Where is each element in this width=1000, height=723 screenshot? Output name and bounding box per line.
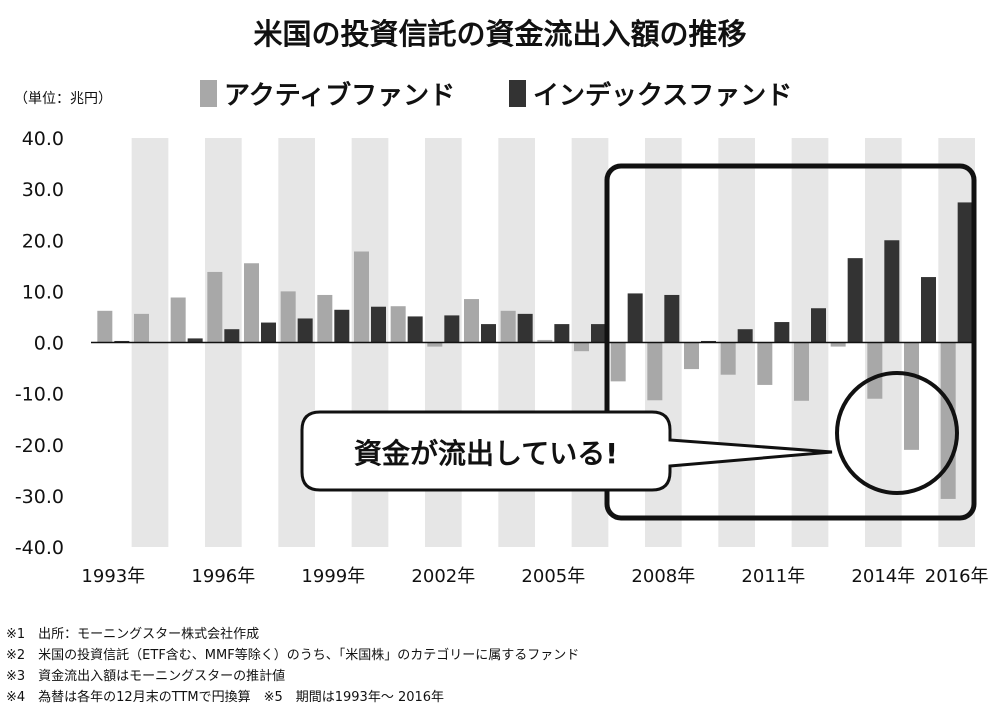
bar-index — [774, 322, 790, 343]
bar-active — [207, 271, 223, 343]
bar-index — [664, 294, 680, 343]
fund-flow-chart: 米国の投資信託の資金流出入額の推移 （単位：兆円） アクティブファンド インデッ… — [14, 17, 989, 587]
bar-index — [811, 308, 826, 343]
bar-active — [647, 342, 663, 401]
footnote: ※4 為替は各年の12月末のTTMで円換算 ※5 期間は1993年～ 2016年 — [6, 690, 445, 705]
bar-active — [537, 339, 553, 343]
bar-index — [334, 309, 350, 343]
bar-index — [627, 293, 643, 343]
y-tick-label: 10.0 — [22, 281, 64, 303]
bar-index — [371, 306, 386, 343]
x-tick-label: 1999年 — [301, 566, 365, 587]
y-tick-label: -30.0 — [15, 486, 64, 508]
outflow-circle — [835, 371, 959, 495]
bar-index — [114, 340, 130, 343]
footnote: ※2 米国の投資信託（ETF含む、MMF等除く）のうち、「米国株」のカテゴリーに… — [6, 648, 580, 663]
bar-index — [187, 338, 203, 343]
y-tick-label: 0.0 — [34, 333, 64, 355]
bar-index — [224, 329, 240, 343]
bar-index — [921, 277, 936, 343]
legend-label-index: インデックスファンド — [533, 80, 792, 111]
bar-index — [554, 324, 570, 343]
bar-active — [354, 251, 369, 343]
bar-index — [701, 340, 716, 343]
bar-active — [757, 342, 773, 385]
x-tick-label: 2014年 — [851, 566, 915, 587]
x-axis: 1993年 1996年 1999年 2002年 2005年 2008年 2011年 2014年… — [81, 566, 988, 587]
bar-index — [957, 202, 973, 343]
bar-active — [97, 310, 113, 343]
chart-title: 米国の投資信託の資金流出入額の推移 — [253, 17, 746, 51]
footnote: ※1 出所：モーニングスター株式会社作成 — [6, 627, 260, 642]
y-tick-label: -10.0 — [15, 384, 64, 406]
bar-index — [884, 240, 900, 343]
bar-active — [720, 342, 736, 375]
bar-active — [317, 294, 333, 343]
bar-index — [591, 324, 606, 343]
y-tick-label: -20.0 — [15, 435, 64, 457]
bar-active — [830, 342, 846, 347]
bar-active — [427, 342, 443, 347]
x-tick-label: 2002年 — [411, 566, 475, 587]
bar-index — [847, 258, 863, 343]
bar-index — [297, 318, 313, 343]
bars — [97, 202, 973, 499]
bar-active — [684, 342, 699, 370]
y-tick-label: 40.0 — [22, 128, 64, 150]
legend-swatch-active — [200, 80, 217, 107]
legend-label-active: アクティブファンド — [224, 80, 455, 111]
bar-active — [280, 291, 296, 343]
y-axis: 40.0 30.0 20.0 10.0 0.0 -10.0 -20.0 -30.0 -40.0 — [15, 128, 64, 559]
x-tick-label: 2005年 — [521, 566, 585, 587]
bar-active — [390, 306, 406, 343]
legend: アクティブファンド インデックスファンド — [200, 80, 792, 111]
callout-text: 資金が流出している! — [354, 437, 618, 470]
footnote: ※3 資金流出入額はモーニングスターの推計値 — [6, 669, 286, 684]
bar-active — [464, 299, 479, 343]
bar-active — [134, 313, 149, 343]
bar-index — [407, 316, 423, 343]
x-tick-label: 2008年 — [631, 566, 695, 587]
bar-active — [904, 342, 919, 450]
bar-index — [517, 313, 533, 343]
bar-active — [244, 263, 259, 343]
footnotes: ※1 出所：モーニングスター株式会社作成 ※2 米国の投資信託（ETF含む、MM… — [6, 624, 986, 708]
bar-active — [794, 342, 809, 401]
unit-label: （単位：兆円） — [14, 91, 112, 107]
x-tick-label: 2011年 — [741, 566, 805, 587]
y-tick-label: -40.0 — [15, 537, 64, 559]
legend-swatch-index — [509, 80, 526, 107]
bar-active — [610, 342, 626, 382]
bar-index — [481, 324, 496, 343]
bar-active — [500, 310, 516, 343]
bar-active — [574, 342, 589, 352]
bar-active — [867, 342, 883, 399]
y-tick-label: 20.0 — [22, 230, 64, 252]
x-tick-label: 2016年 — [925, 566, 989, 587]
callout-bubble — [300, 410, 833, 492]
highlight-box — [604, 163, 977, 521]
bar-index — [737, 329, 753, 343]
y-tick-label: 30.0 — [22, 179, 64, 201]
x-tick-label: 1996年 — [191, 566, 255, 587]
bar-index — [261, 322, 276, 343]
bar-index — [444, 315, 460, 343]
bar-active — [940, 342, 956, 499]
bar-active — [170, 297, 186, 343]
x-tick-label: 1993年 — [81, 566, 145, 587]
